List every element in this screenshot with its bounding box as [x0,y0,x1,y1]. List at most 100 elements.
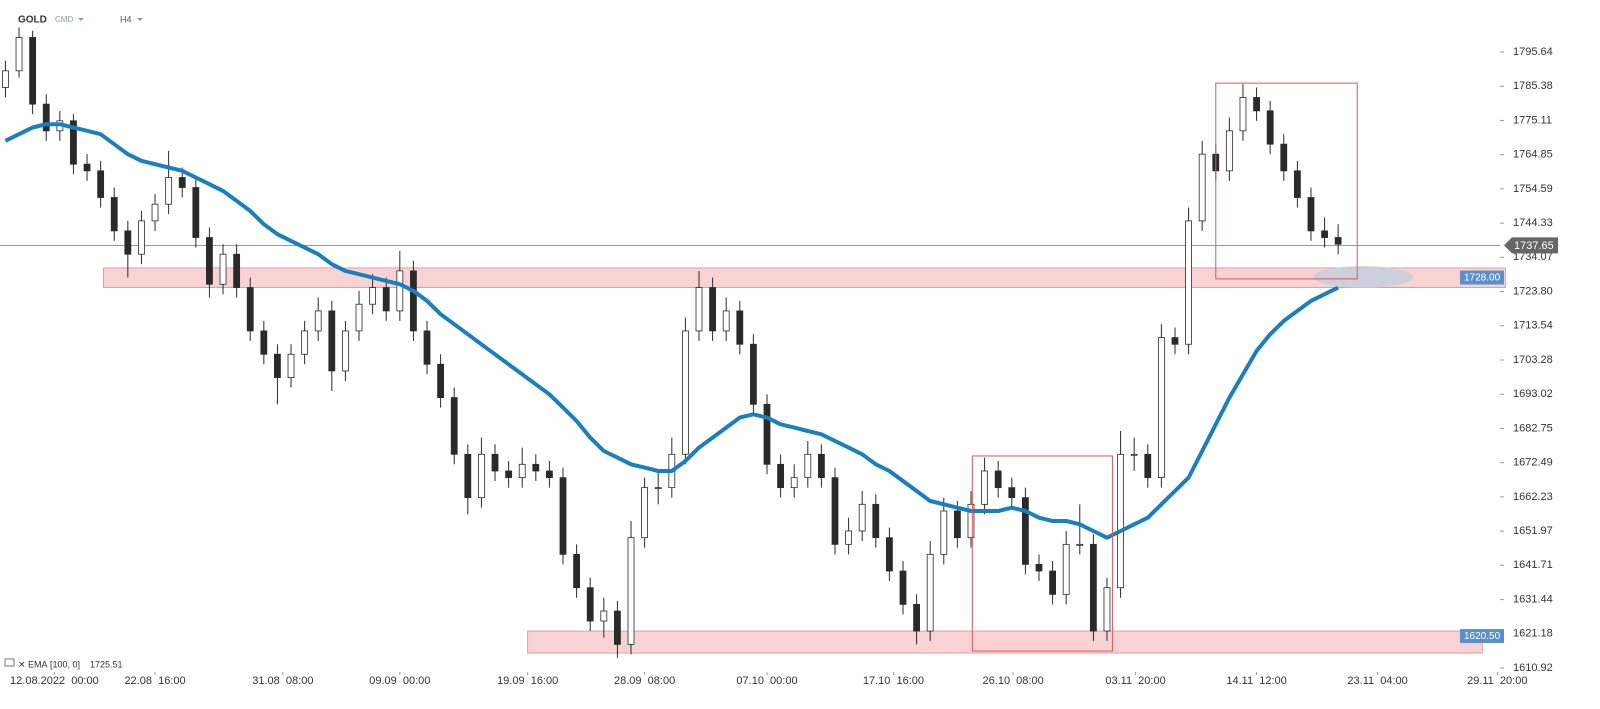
y-tick-label: 1713.54 [1513,320,1553,332]
y-tick-label: 1744.33 [1513,217,1553,229]
candle-body [913,603,920,632]
y-tick-label: 1651.97 [1513,525,1553,537]
candle-body [165,177,173,205]
y-tick-label: 1723.80 [1513,285,1553,297]
indicator-icon[interactable] [4,658,15,667]
y-tick-label: 1693.02 [1513,388,1553,400]
candle-body [274,353,281,379]
y-tick-label: 1754.59 [1513,183,1553,195]
candle-body [233,253,241,288]
indicator-last: 1725.51 [90,659,123,669]
level-label: 1728.00 [1464,273,1501,284]
candle-body [1157,337,1165,479]
candle-body [382,287,390,312]
candle-body [151,203,159,222]
candle-body [1185,220,1192,345]
candle-body [246,287,254,332]
candle-body [287,353,295,379]
candle-body [885,537,893,572]
level-label-bg [1460,629,1504,644]
y-tick-label: 1631.44 [1513,593,1553,605]
candle-body [1130,453,1138,456]
candle-body [314,310,322,332]
x-tick-label: 28.09 08:00 [614,675,675,687]
candle-body [940,510,948,555]
indicator-x[interactable]: ✕ [18,659,26,669]
candle-body [994,470,1002,489]
x-tick-label: 14.11 12:00 [1226,675,1286,687]
x-tick-label: 31.08 08:00 [252,675,313,687]
level-label-bg [1460,270,1504,285]
candle-body [478,453,485,499]
candle-body [1008,487,1016,499]
y-tick-label: 1764.85 [1513,149,1553,161]
candle-body [355,303,363,332]
candle-body [573,553,581,589]
candle-body [1280,143,1288,172]
candle-body [491,453,499,472]
x-tick-label: 22.08 16:00 [124,675,185,687]
candle-body [627,537,635,645]
candle-body [709,287,717,332]
candle-body [546,470,553,479]
candle-body [736,310,744,345]
highlight-box [971,455,1113,652]
candle-body [641,487,649,539]
symbol[interactable]: GOLD [18,15,47,26]
candle-body [872,503,880,539]
candle-body [328,310,336,372]
ema-line [4,122,1340,540]
dropdown-caret[interactable] [137,18,143,21]
y-tick-label: 1703.28 [1513,354,1553,366]
x-tick-label: 23.11 04:00 [1347,675,1407,687]
candle-body [845,530,852,545]
candle-body [817,453,825,479]
candle-body [178,177,186,188]
y-tick-label: 1682.75 [1513,422,1553,434]
y-tick-label: 1672.49 [1513,457,1553,469]
candle-body [532,463,540,472]
candle-body [464,453,472,499]
candle-body [97,170,105,198]
candle-body [206,237,213,285]
y-tick-label: 1734.07 [1513,251,1553,263]
candle-body [1117,453,1124,589]
x-tick-label: 17.10 16:00 [863,675,924,687]
candle-body [695,287,703,332]
candle-body [1076,543,1084,546]
candle-body [138,220,145,255]
candle-body [437,363,445,399]
zone [102,267,1506,288]
candle-body [926,553,934,632]
candle-body [831,477,839,545]
candle-body [110,197,118,232]
candle-body [2,70,9,88]
candle-body [1266,110,1274,145]
x-tick-label: 29.11 20:00 [1467,675,1527,687]
highlight-ellipse [1313,266,1413,288]
candle-body [1293,170,1301,198]
market: CMD [55,15,73,24]
candle-body [1334,237,1342,245]
candle-body [42,103,50,132]
candle-body [15,37,23,72]
candle-body [1321,230,1328,238]
current-price-label: 1737.65 [1514,240,1554,252]
dropdown-caret[interactable] [78,18,84,21]
timeframe[interactable]: H4 [120,14,132,24]
candle-body [70,120,77,165]
y-tick-label: 1621.18 [1513,628,1553,640]
candle-body [1144,453,1152,479]
x-tick-label: 12.08.2022 00:00 [10,675,99,687]
candle-body [858,503,866,532]
candle-body [953,510,961,539]
candle-body [260,330,268,355]
candle-body [899,570,907,605]
level-label: 1620.50 [1464,631,1501,642]
candle-body [614,610,621,645]
candle-body [29,37,37,105]
candle-body [505,470,513,479]
candle-body [410,270,417,332]
candle-body [396,270,404,312]
